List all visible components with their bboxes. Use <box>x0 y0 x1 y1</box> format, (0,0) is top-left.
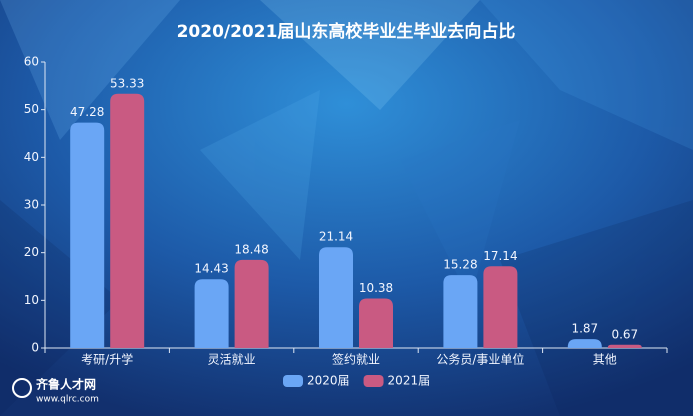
value-label: 18.48 <box>234 242 268 256</box>
x-tick-label: 其他 <box>593 353 617 367</box>
x-tick-label: 考研/升学 <box>81 352 133 367</box>
value-label: 53.33 <box>110 76 144 90</box>
y-tick-label: 20 <box>24 245 39 259</box>
y-tick-label: 10 <box>24 293 39 307</box>
y-tick-label: 60 <box>24 55 39 69</box>
value-label: 14.43 <box>194 262 228 276</box>
chart-title: 2020/2021届山东高校毕业生毕业去向占比 <box>177 21 516 42</box>
value-label: 0.67 <box>611 327 638 341</box>
bar <box>319 247 353 348</box>
bar <box>607 344 642 348</box>
watermark-url: www.qlrc.com <box>36 395 99 405</box>
legend-label: 2020届 <box>307 374 350 388</box>
y-tick-label: 30 <box>24 198 39 212</box>
value-label: 21.14 <box>319 230 353 244</box>
y-tick-label: 40 <box>24 150 39 164</box>
watermark-logo <box>12 378 32 398</box>
legend-swatch <box>283 375 303 387</box>
legend-swatch <box>363 375 384 387</box>
bar <box>443 275 478 348</box>
bar <box>567 339 602 348</box>
bar <box>234 259 269 348</box>
value-label: 47.28 <box>70 105 104 119</box>
watermark: 齐鲁人才网 www.qlrc.com <box>12 377 99 405</box>
watermark-name: 齐鲁人才网 <box>36 377 96 392</box>
y-tick-label: 0 <box>31 341 39 355</box>
value-label: 1.87 <box>571 322 598 336</box>
value-label: 10.38 <box>359 281 393 295</box>
x-tick-label: 公务员/事业单位 <box>436 352 524 367</box>
value-label: 17.14 <box>483 249 517 263</box>
bar <box>194 279 229 348</box>
x-tick-label: 灵活就业 <box>208 353 256 367</box>
x-tick-label: 签约就业 <box>332 352 380 367</box>
legend-label: 2021届 <box>388 374 431 388</box>
value-label: 15.28 <box>443 258 477 272</box>
y-tick-label: 50 <box>24 102 39 116</box>
bar <box>359 298 393 348</box>
bar <box>70 122 105 348</box>
bar <box>110 93 145 348</box>
bar <box>483 266 518 348</box>
